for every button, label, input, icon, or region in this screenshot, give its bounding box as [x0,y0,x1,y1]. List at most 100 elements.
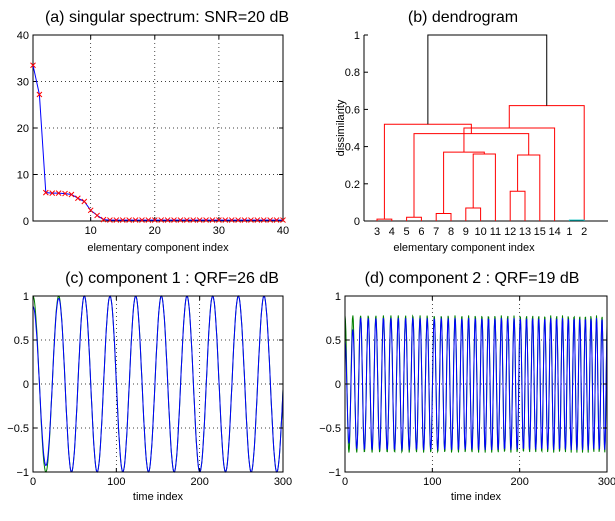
panel-a-point [126,217,133,223]
panel-a-point [75,195,81,202]
panel-c-xtick-label: 0 [30,476,36,488]
panel-d-ytick-label: −1 [328,467,341,479]
panel-a-point [183,217,190,223]
panel-a-xlabel: elementary component index [87,242,229,254]
panel-b-link [406,216,422,221]
panel-b-ytick-label: 0.6 [345,104,360,116]
panel-a-ytick-label: 40 [17,30,29,42]
panel-a-ytick-label: 20 [17,123,29,135]
panel-c-component-1: (c) component 1 : QRF=26 dB 0 100 200 300 −1… [7,270,292,503]
panel-c-xtick-label: 100 [107,476,125,488]
panel-b-dendrogram: (b) dendrogram 00.20.40.60.813 4 5 6 7 8 9 10 11… [335,9,608,254]
panel-a-point [100,216,107,223]
panel-b-leaf-label: 10 [474,226,486,238]
panel-c-xtick-label: 200 [190,476,208,488]
panel-a-title: (a) singular spectrum: SNR=20 dB [45,9,289,26]
panel-a-point [151,217,158,223]
panel-c-estimate-line [32,295,284,473]
panel-d-ytick-label: 0 [335,379,341,391]
panel-b-link [517,154,541,221]
panel-b-link [427,34,548,125]
panel-c-ytick-label: −0.5 [7,423,29,435]
panel-a-point [216,217,222,223]
panel-a-point [164,217,171,223]
panel-a-point [273,217,280,223]
panel-a-point [145,217,152,223]
panel-a-xtick-label: 10 [85,225,97,237]
panel-d-xtick-label: 0 [342,476,348,488]
panel-a-singular-spectrum: (a) singular spectrum: SNR=20 dB 10 20 30 4… [17,9,289,254]
panel-b-link [509,190,526,221]
panel-b-leaf-label: 12 [504,226,516,238]
panel-b-link [463,127,556,221]
panel-a-point [196,217,203,223]
panel-a-point [119,217,126,223]
panel-b-ytick-label: 0.8 [345,67,360,79]
panel-d-ytick-label: 1 [335,291,341,303]
panel-c-ytick-label: 0 [23,379,29,391]
panel-c-xlabel: time index [133,491,184,503]
panel-a-point [81,198,88,205]
panel-a-point [171,217,177,223]
panel-a-point [62,190,68,197]
panel-a-point [209,217,216,223]
panel-a-point [113,217,120,223]
panel-a-point [267,217,274,223]
panel-b-leaf-label: 15 [534,226,546,238]
panel-b-leaf-label: 13 [519,226,531,238]
panel-d-xtick-label: 300 [598,476,615,488]
panel-d-xtick-label: 100 [423,476,441,488]
panel-a-point [94,212,100,219]
panel-c-ytick-label: 0.5 [14,335,29,347]
panel-a-point [42,189,49,196]
panel-d-ytick-label: 0.5 [326,335,341,347]
panel-b-link [568,219,585,221]
panel-a-point [68,191,75,198]
panel-a-point [87,207,94,214]
panel-b-link [435,213,452,221]
panel-a-ytick-label: 0 [23,216,29,228]
panel-b-link [413,133,530,218]
panel-c-xtick-label: 300 [274,476,292,488]
panel-a-point [30,62,36,69]
panel-b-xlabel: elementary component index [393,242,535,254]
panel-a-point [254,217,261,223]
panel-a-spectrum-line [32,65,283,221]
panel-d-estimate-line [344,316,608,452]
panel-b-link [383,123,472,220]
panel-b-leaf-label: 5 [404,226,410,238]
panel-c-ytick-label: 1 [23,291,29,303]
panel-b-link [443,151,485,214]
panel-b-ytick-label: 1 [354,30,360,42]
panel-d-xlabel: time index [451,491,502,503]
panel-a-point [248,217,254,223]
panel-a-xtick-label: 20 [149,225,161,237]
panel-b-leaf-label: 6 [418,226,424,238]
panel-b-link [472,153,496,221]
panel-d-ytick-label: −0.5 [319,423,341,435]
panel-a-point [107,217,113,223]
panel-b-ytick-label: 0.4 [345,142,360,154]
panel-b-leaf-label: 9 [463,226,469,238]
panel-b-link [508,105,585,221]
panel-b-title: (b) dendrogram [408,9,518,26]
panel-c-title: (c) component 1 : QRF=26 dB [65,270,279,287]
panel-b-leaf-label: 4 [389,226,395,238]
panel-a-xtick-label: 40 [277,225,289,237]
panel-b-link [465,207,482,221]
panel-a-point [36,91,43,98]
panel-c-ytick-label: −1 [16,467,29,479]
panel-b-leaf-label: 2 [581,226,587,238]
panel-a-ytick-label: 30 [17,77,29,89]
panel-b-leaf-label: 8 [448,226,454,238]
panel-a-xtick-label: 30 [213,225,225,237]
panel-a-point [190,217,197,223]
panel-d-title: (d) component 2 : QRF=19 dB [365,270,580,287]
panel-b-ylabel: dissimilarity [335,99,347,156]
panel-b-ytick-label: 0.2 [345,179,360,191]
panel-a-point [139,217,145,223]
panel-a-point [132,217,139,223]
panel-a-point [222,217,229,223]
panel-b-leaf-label: 14 [548,226,560,238]
panel-a-ytick-label: 10 [17,170,29,182]
